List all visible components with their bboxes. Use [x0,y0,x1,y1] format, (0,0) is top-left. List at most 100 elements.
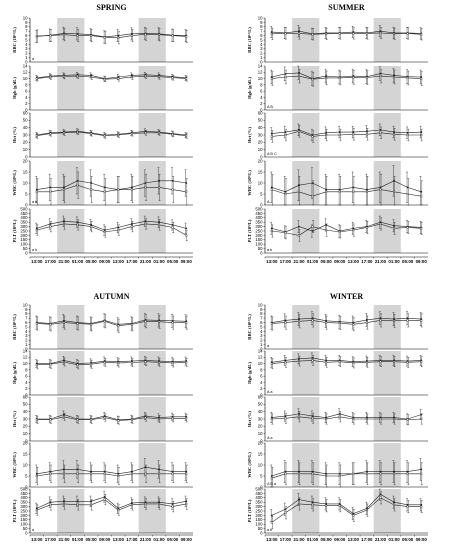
panel-wbc: 0 5 10 15 20 WBC (10⁹/L) A [247,158,428,207]
data-point [270,477,273,480]
x-tick-label: 09:00 [416,259,428,264]
series-line [36,180,187,190]
y-tick-label: 1 [260,342,263,347]
data-point [35,229,38,232]
data-point [49,503,52,506]
data-point [158,33,161,36]
data-point [90,363,93,366]
y-tick-label: 5 [260,37,263,42]
data-point [352,472,355,475]
data-point [49,472,52,475]
data-point [62,188,65,191]
night-band [292,18,320,62]
data-point [103,190,106,193]
y-tick-label: 10 [23,180,28,185]
data-point [90,188,93,191]
data-point [338,322,341,325]
y-axis-label: PLT (10⁹/L) [12,499,17,522]
data-point [144,502,147,505]
data-point [130,225,133,228]
y-tick-label: 0 [25,250,28,255]
data-point [284,75,287,78]
y-tick-label: 0 [260,202,263,207]
y-tick-label: 400 [20,495,28,500]
y-tick-label: 40 [23,125,28,130]
night-band [292,397,320,441]
data-point [298,225,300,228]
series-line [36,184,187,193]
y-tick-label: 1 [25,55,28,60]
x-tick-label: 13:00 [266,537,278,542]
night-band [57,18,85,62]
data-point [117,475,120,478]
data-point [284,472,287,475]
y-tick-label: 350 [20,220,28,225]
y-axis-label: RBC (10¹²/L) [12,27,17,53]
data-point [311,359,314,362]
data-point [311,503,314,506]
x-tick-label: 01:00 [153,537,165,542]
x-tick-label: 09:00 [416,537,428,542]
series-line [36,131,187,137]
y-tick-label: 2 [260,338,263,343]
y-tick-label: 8 [260,311,263,316]
series-line [271,72,422,79]
data-point [35,77,38,80]
y-tick-label: 0 [260,250,263,255]
y-tick-label: 10 [258,361,263,366]
data-point [270,322,273,325]
y-tick-label: 0 [25,107,28,112]
data-point [158,320,161,323]
y-tick-label: 6 [260,374,263,379]
y-tick-label: 250 [255,228,263,233]
data-point [379,75,382,78]
series-line [271,30,422,35]
night-band [138,18,166,62]
data-point [130,188,133,191]
data-point [76,131,79,134]
x-tick-label: 17:00 [361,537,373,542]
data-point [171,417,174,420]
data-point [185,227,188,230]
x-tick-label: 17:00 [45,259,57,264]
data-point [117,133,120,136]
y-axis-label: RBC (10¹²/L) [12,314,17,340]
data-point [171,188,174,191]
night-band [292,113,320,157]
data-point [365,133,368,136]
data-point [35,190,38,193]
data-point [49,34,52,37]
data-point [117,324,120,327]
series-2 [270,313,423,332]
y-tick-label: 0 [25,484,28,489]
data-point [76,75,79,78]
data-point [297,32,300,35]
data-point [325,133,328,136]
data-point [338,32,341,35]
y-tick-label: 40 [258,125,263,130]
series-2 [270,27,423,41]
season-title: AUTUMN [94,292,130,301]
series-line [271,469,422,477]
data-point [103,361,106,364]
y-tick-label: 50 [23,526,28,531]
x-tick-label: 09:00 [181,259,193,264]
y-tick-label: 7 [25,29,28,34]
series-2 [270,217,423,242]
y-tick-label: 60 [23,110,28,115]
data-point [297,360,300,363]
y-axis-label: WBC (10⁹/L) [12,170,17,196]
data-point [284,511,287,514]
data-point [406,472,409,475]
data-point [117,361,120,364]
data-point [270,32,273,35]
x-tick-label: 01:00 [307,259,319,264]
x-tick-label: 01:00 [153,259,165,264]
data-point [130,34,133,37]
y-tick-label: 10 [258,462,263,467]
y-tick-label: 10 [23,361,28,366]
